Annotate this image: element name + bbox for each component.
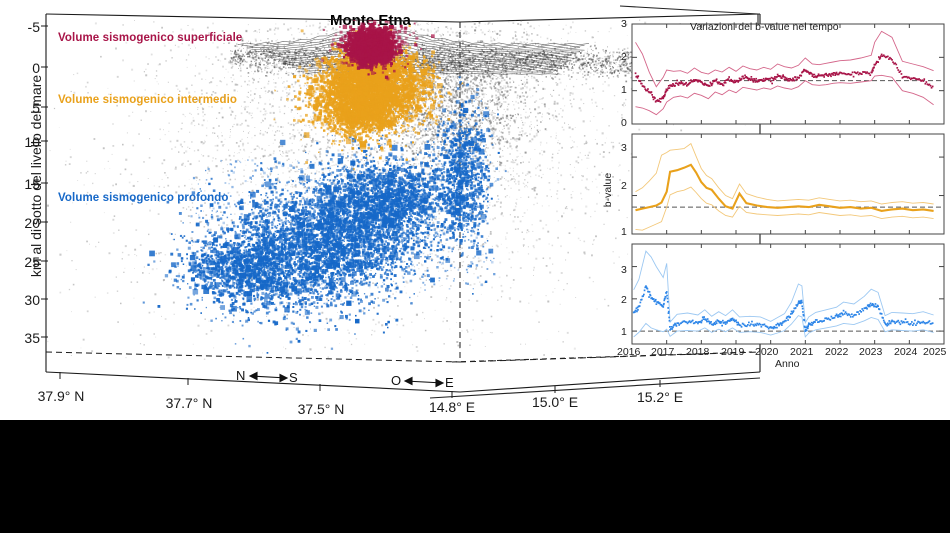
- main-3d-plot: Monte Etna km al di sotto del livello de…: [0, 0, 600, 420]
- p3-y-tick: 3: [621, 264, 627, 276]
- p1-y-tick: 0: [621, 117, 627, 129]
- x-tick-year: 2022: [825, 346, 848, 358]
- y-tick-label: 15: [0, 176, 40, 192]
- direction-label-n: N: [236, 368, 245, 383]
- chart-bvalue-intermediate: [631, 133, 945, 235]
- x-tick-year: 2024: [894, 346, 917, 358]
- y-tick-label: 0: [0, 60, 40, 76]
- p2-y-tick: 2: [621, 180, 627, 192]
- legend-item-superficiale: Volume sismogenico superficiale: [58, 32, 242, 44]
- x-tick-year: 2018: [686, 346, 709, 358]
- direction-label-o: O: [391, 373, 401, 388]
- p2-y-tick: 3: [621, 142, 627, 154]
- x-tick-year: 2020: [755, 346, 778, 358]
- x-tick-year: 2023: [859, 346, 882, 358]
- x-tick-year: 2019: [721, 346, 744, 358]
- y-tick-label: -5: [0, 19, 40, 35]
- p2-y-tick: 1: [621, 226, 627, 238]
- x-tick-year: 2025: [923, 346, 946, 358]
- y-tick-label: 20: [0, 215, 40, 231]
- x-tick-label-right: 14.8° E: [409, 399, 495, 415]
- x-tick-label-left: 37.9° N: [18, 388, 104, 404]
- b-value-panels: Variazioni del b-value nel tempo b-value…: [600, 14, 950, 374]
- black-letterbox-band: [0, 420, 950, 533]
- chart-bvalue-shallow: [631, 23, 945, 125]
- x-tick-label-right: 15.0° E: [512, 394, 598, 410]
- panel-title-bvalue: Variazioni del b-value nel tempo: [690, 21, 839, 33]
- direction-arrow-ns: [248, 371, 289, 383]
- y-tick-label: 10: [0, 134, 40, 150]
- legend-item-profondo: Volume sismogenico profondo: [58, 192, 229, 204]
- y-tick-label: 25: [0, 254, 40, 270]
- legend-item-intermedio: Volume sismogenico intermedio: [58, 94, 237, 106]
- direction-arrow-oe: [403, 376, 445, 388]
- y-tick-label: 5: [0, 100, 40, 116]
- panel-y-axis-label: b-value: [602, 145, 614, 235]
- y-axis-ticks: [41, 25, 48, 338]
- p3-y-tick: 2: [621, 294, 627, 306]
- y-tick-label: 30: [0, 292, 40, 308]
- x-tick-year: 2021: [790, 346, 813, 358]
- x-tick-label-right: 15.2° E: [617, 389, 703, 405]
- direction-label-s: S: [289, 370, 298, 385]
- hypocenter-points: [46, 14, 758, 361]
- chart-bvalue-deep: [631, 243, 945, 345]
- direction-label-e: E: [445, 375, 454, 390]
- y-tick-label: 35: [0, 330, 40, 346]
- scatter-canvas: [41, 5, 761, 399]
- x-tick-year: 2017: [651, 346, 674, 358]
- p1-y-tick: 1: [621, 84, 627, 96]
- figure-canvas: Monte Etna km al di sotto del livello de…: [0, 0, 950, 420]
- p3-y-tick: 1: [621, 326, 627, 338]
- x-axis-left-ticks: [59, 372, 321, 391]
- x-tick-label-left: 37.7° N: [146, 395, 232, 411]
- panel-connector-bottom-solid: [429, 377, 761, 399]
- p1-y-tick: 2: [621, 51, 627, 63]
- b-value-charts-svg: [631, 23, 945, 345]
- x-tick-year: 2016: [617, 346, 640, 358]
- panel-x-axis-label: Anno: [775, 358, 800, 370]
- p1-y-tick: 3: [621, 18, 627, 30]
- x-tick-label-left: 37.5° N: [278, 401, 364, 417]
